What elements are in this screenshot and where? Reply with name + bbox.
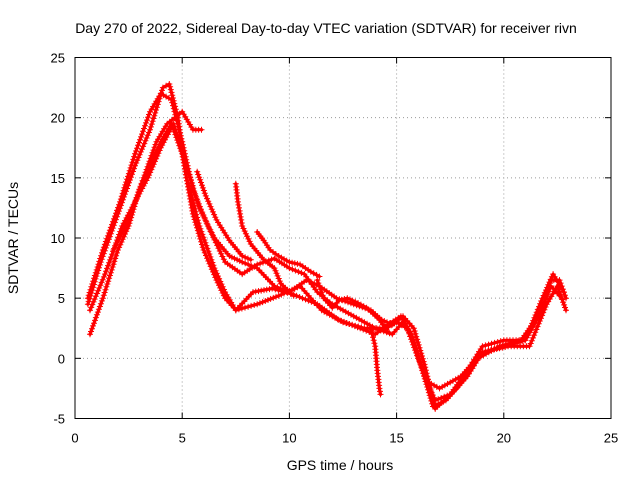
y-tick-label: 0	[58, 351, 65, 366]
series-markers	[194, 168, 254, 263]
y-tick-label: 5	[58, 291, 65, 306]
series-track-7	[194, 168, 254, 263]
series-track-5	[110, 108, 205, 253]
x-tick-label: 5	[179, 431, 186, 446]
chart-title: Day 270 of 2022, Sidereal Day-to-day VTE…	[75, 20, 577, 36]
series-track-3	[87, 120, 569, 410]
data-series	[84, 81, 569, 412]
series-markers	[87, 120, 565, 412]
y-axis-label: SDTVAR / TECUs	[5, 182, 21, 294]
y-tick-label: 15	[51, 171, 65, 186]
series-track-6	[232, 180, 297, 299]
series-markers	[232, 180, 297, 299]
series-track-4	[87, 120, 565, 412]
x-tick-label: 20	[497, 431, 511, 446]
y-tick-label: -5	[53, 412, 65, 427]
x-tick-label: 25	[604, 431, 618, 446]
series-markers	[314, 277, 391, 335]
axis-ticks: 0 5 10 15 20 25 -5 0 5 10 15 20 25	[51, 51, 619, 446]
y-tick-label: 10	[51, 231, 65, 246]
series-markers	[254, 229, 323, 280]
series-trace	[88, 122, 568, 409]
x-tick-label: 10	[282, 431, 296, 446]
series-track-10	[367, 325, 384, 398]
series-markers	[367, 325, 384, 398]
series-markers	[87, 120, 569, 410]
series-track-8	[254, 229, 323, 280]
y-tick-label: 20	[51, 111, 65, 126]
x-axis-label: GPS time / hours	[287, 457, 394, 473]
series-trace	[88, 122, 564, 411]
series-markers	[110, 108, 205, 253]
y-tick-label: 25	[51, 51, 65, 66]
series-track-9	[314, 277, 391, 335]
x-tick-label: 0	[71, 431, 78, 446]
x-tick-label: 15	[389, 431, 403, 446]
